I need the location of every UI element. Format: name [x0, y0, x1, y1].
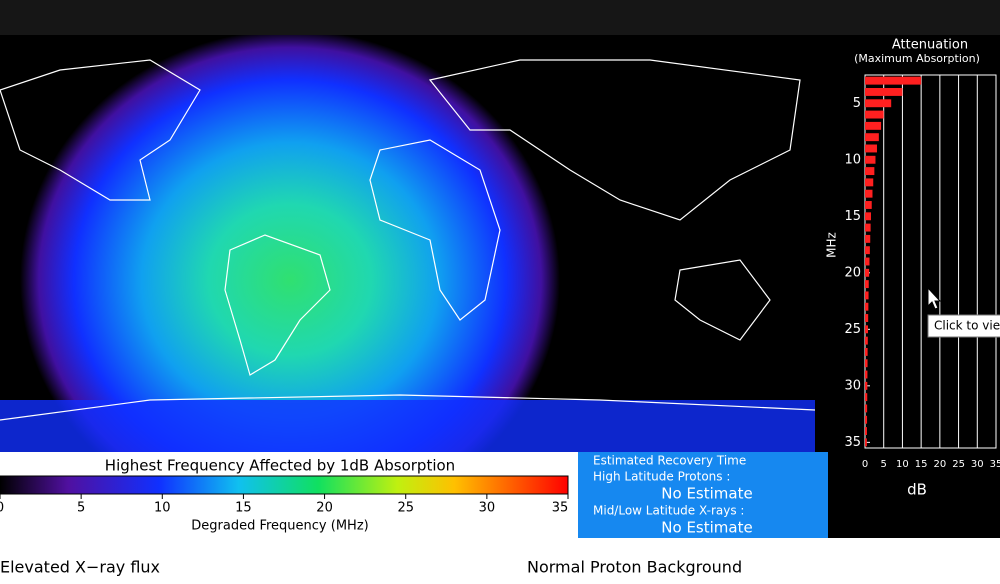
bar [865, 347, 868, 356]
bar [865, 110, 884, 119]
bar [865, 427, 867, 436]
x-tick-label: 30 [971, 459, 984, 470]
recovery-title: Estimated Recovery Time [593, 454, 746, 468]
bar [865, 167, 875, 176]
y-tick-label: 10 [844, 152, 861, 167]
bar [865, 404, 868, 413]
tooltip[interactable] [927, 314, 1000, 338]
y-tick-label: 15 [844, 209, 861, 224]
bar [865, 438, 867, 447]
protons-value: No Estimate [661, 485, 752, 503]
cursor [927, 286, 942, 310]
xrays-value: No Estimate [661, 519, 752, 537]
proton-status: Normal Proton Background [527, 558, 742, 577]
attenuation-panel [815, 35, 1000, 538]
attenuation-plot: 0 5 10 15 20 25 30 35 5 10 15 20 25 30 35 [844, 74, 1000, 470]
colorbar-tick-label: 5 [77, 501, 85, 516]
x-axis-label: dB [907, 481, 927, 499]
x-tick-label: 20 [933, 459, 946, 470]
bar [865, 257, 870, 266]
y-axis-label: MHz [825, 232, 839, 258]
bar [865, 87, 903, 96]
colorbar-tick-label: 20 [316, 501, 333, 516]
bar [865, 370, 868, 379]
protons-label: High Latitude Protons : [593, 470, 730, 484]
bar [865, 133, 879, 142]
bar [865, 76, 922, 85]
bar [865, 212, 871, 221]
top-bar [0, 0, 1000, 35]
bar [865, 359, 868, 368]
colorbar-tick-label: 30 [479, 501, 496, 516]
coastlines [0, 59, 815, 421]
x-tick-label: 0 [862, 459, 868, 470]
colorbar-title: Highest Frequency Affected by 1dB Absorp… [105, 457, 455, 475]
colorbar-tick-label: 15 [235, 501, 252, 516]
bar [865, 302, 869, 311]
absorption-region [0, 400, 815, 452]
colorbar-panel [0, 452, 578, 538]
x-tick-label: 25 [952, 459, 965, 470]
bar [865, 144, 877, 153]
y-tick-label: 5 [853, 96, 861, 111]
colorbar-tick-label: 10 [154, 501, 171, 516]
xray-status: Elevated X−ray flux [0, 558, 160, 577]
chart-subtitle: (Maximum Absorption) [854, 52, 980, 65]
bar [865, 314, 869, 322]
colorbar-tick-label: 25 [397, 501, 414, 516]
bar [865, 121, 882, 130]
colorbar-ticks: 0 5 10 15 20 25 30 35 [0, 494, 569, 516]
x-tick-label: 5 [881, 459, 887, 470]
y-tick-label: 30 [844, 378, 861, 393]
bar [865, 246, 870, 255]
colorbar [0, 475, 569, 495]
bar [865, 223, 871, 232]
bar [865, 325, 868, 334]
bar [865, 201, 872, 209]
bar [865, 268, 870, 277]
colorbar-label: Degraded Frequency (MHz) [191, 519, 368, 534]
y-tick-label: 20 [844, 265, 861, 280]
xrays-label: Mid/Low Latitude X-rays : [593, 504, 744, 518]
bar [865, 99, 892, 108]
bar [865, 381, 868, 390]
tooltip-text: Click to vie [934, 319, 1000, 333]
bar [865, 415, 868, 424]
colorbar-tick-label: 0 [0, 501, 4, 516]
recovery-box [578, 452, 828, 538]
bar [865, 291, 869, 300]
map-layer [0, 35, 815, 452]
bar [865, 336, 868, 345]
bar [865, 155, 876, 164]
bar [865, 393, 868, 402]
x-tick-label: 10 [896, 459, 909, 470]
bar [865, 234, 871, 243]
y-tick-label: 25 [844, 322, 861, 337]
bar [865, 189, 873, 198]
chart-title: Attenuation [892, 38, 968, 53]
colorbar-tick-label: 35 [552, 501, 569, 516]
y-tick-label: 35 [844, 435, 861, 450]
x-tick-label: 35 [990, 459, 1000, 470]
bar [865, 178, 874, 187]
bar [865, 280, 869, 289]
x-tick-label: 15 [915, 459, 928, 470]
